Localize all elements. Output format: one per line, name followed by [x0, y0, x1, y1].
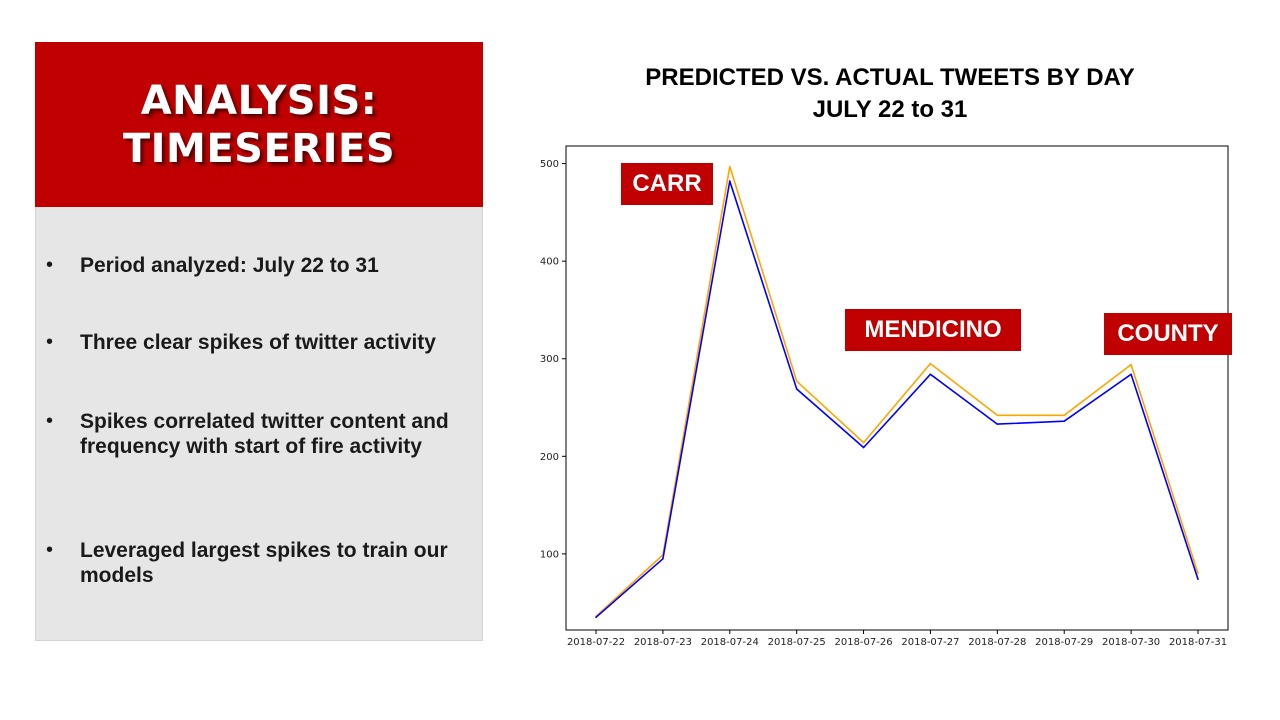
y-tick-label: 300 — [540, 354, 559, 365]
x-tick-label: 2018-07-22 — [567, 637, 625, 648]
series-point-1 — [595, 616, 597, 619]
y-tick-label: 100 — [540, 549, 559, 560]
bullet-dot: • — [46, 331, 54, 353]
title-line-1: ANALYSIS: — [140, 77, 378, 124]
bullet-spikes: Three clear spikes of twitter activity — [80, 331, 436, 354]
bullet-dot: • — [46, 539, 54, 561]
x-tick-label: 2018-07-24 — [701, 637, 759, 648]
series-point-0 — [929, 362, 932, 365]
x-tick-label: 2018-07-31 — [1169, 637, 1227, 648]
series-point-1 — [996, 423, 999, 425]
series-point-0 — [862, 441, 865, 444]
series-point-0 — [1197, 572, 1199, 575]
series-line-1 — [595, 180, 1199, 618]
series-point-1 — [1130, 373, 1132, 376]
series-point-1 — [1197, 578, 1199, 581]
x-tick-label: 2018-07-25 — [768, 637, 826, 648]
series-point-0 — [728, 165, 731, 168]
series-point-1 — [862, 446, 865, 449]
series-point-0 — [996, 414, 999, 417]
x-tick-label: 2018-07-23 — [634, 637, 692, 648]
x-tick-label: 2018-07-30 — [1102, 637, 1160, 648]
title-line-2: TIMESERIES — [122, 125, 396, 172]
series-point-1 — [929, 373, 932, 376]
plot-frame — [565, 145, 1229, 631]
x-tick-label: 2018-07-28 — [968, 637, 1026, 648]
chart-title: PREDICTED VS. ACTUAL TWEETS BY DAY — [645, 64, 1135, 91]
x-tick-label: 2018-07-29 — [1035, 637, 1093, 648]
annotation-carr: CARR — [621, 163, 713, 205]
series-point-1 — [1063, 420, 1066, 422]
y-tick-label: 500 — [540, 159, 559, 170]
chart-subtitle: JULY 22 to 31 — [812, 96, 968, 123]
bullet-dot: • — [46, 410, 54, 432]
bullet-period: Period analyzed: July 22 to 31 — [80, 254, 379, 277]
bullet-dot: • — [46, 254, 54, 276]
x-tick-label: 2018-07-26 — [834, 637, 892, 648]
annotation-county: COUNTY — [1104, 313, 1232, 355]
title-banner: ANALYSIS: TIMESERIES — [35, 42, 483, 207]
y-tick-label: 200 — [540, 452, 559, 463]
series-point-0 — [1063, 414, 1066, 417]
y-tick-label: 400 — [540, 257, 559, 268]
series-point-1 — [662, 557, 664, 560]
annotation-mendicino: MENDICINO — [845, 309, 1021, 351]
series-line-0 — [595, 165, 1199, 617]
series-point-1 — [795, 388, 798, 390]
bullet-correlation: Spikes correlated twitter content and fr… — [80, 410, 449, 458]
series-point-0 — [795, 380, 798, 382]
bullet-training: Leveraged largest spikes to train our mo… — [80, 539, 448, 587]
series-point-1 — [728, 180, 731, 182]
series-point-0 — [1130, 363, 1132, 366]
bullet-panel: • Period analyzed: July 22 to 31 • Three… — [35, 207, 483, 641]
x-tick-label: 2018-07-27 — [901, 637, 959, 648]
